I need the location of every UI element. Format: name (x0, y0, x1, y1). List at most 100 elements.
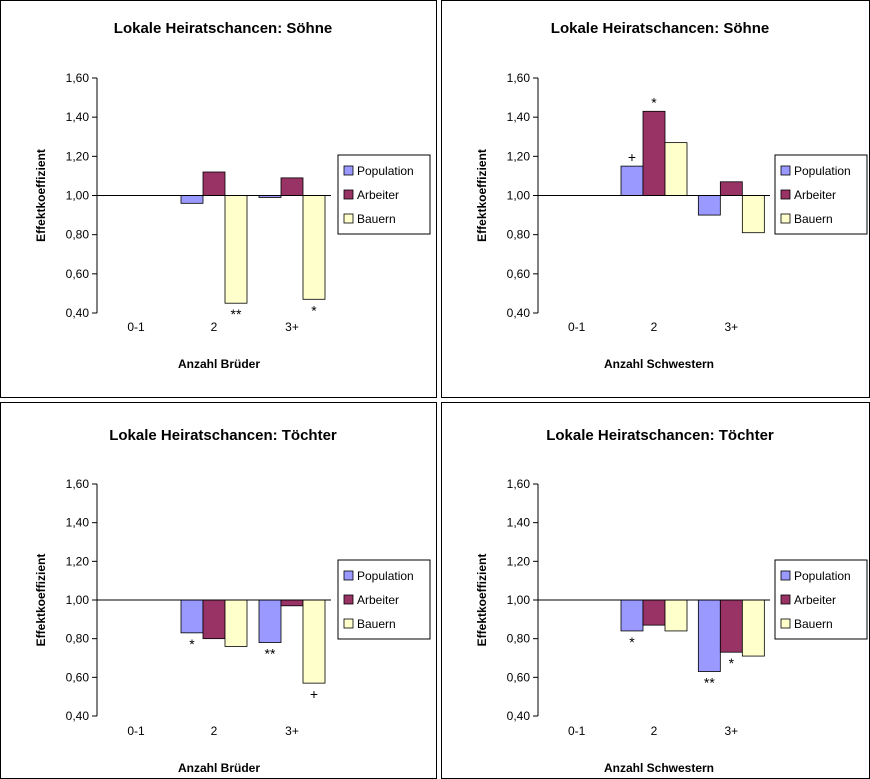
legend-label: Bauern (357, 212, 396, 226)
y-tick-label: 0,60 (507, 267, 531, 281)
x-tick-label: 3+ (724, 724, 738, 738)
x-tick-label: 0-1 (127, 724, 145, 738)
y-tick-label: 1,40 (66, 110, 90, 124)
legend: Population Arbeiter Bauern (774, 154, 868, 235)
significance-marker: ** (704, 675, 715, 691)
legend-label: Arbeiter (357, 593, 399, 607)
y-tick-label: 0,60 (66, 267, 90, 281)
legend-swatch-bauern (780, 618, 791, 629)
x-axis-title: Anzahl Schwestern (604, 357, 714, 371)
x-tick-label: 0-1 (127, 320, 145, 334)
bar-bauern (302, 195, 326, 300)
bar-bauern (741, 599, 765, 657)
legend-swatch-bauern (343, 213, 354, 224)
legend-swatch-arbeiter (780, 189, 791, 200)
y-tick-label: 0,60 (507, 670, 531, 684)
y-tick-label: 1,40 (66, 516, 90, 530)
y-axis-title: Effektkoeffizient (475, 554, 489, 647)
y-tick-label: 1,20 (66, 149, 90, 163)
chart-svg: Lokale Heiratschancen: Töchter 0,40 0,60 0,… (475, 427, 868, 775)
legend-label: Population (794, 164, 851, 178)
y-tick-label: 0,80 (507, 228, 531, 242)
x-tick-label: 2 (651, 320, 658, 334)
legend-swatch-population (780, 570, 791, 581)
y-tick-label: 1,20 (507, 149, 531, 163)
bar-bauern (741, 195, 765, 234)
bar-arbeiter (719, 181, 743, 196)
x-axis-title: Anzahl Schwestern (604, 761, 714, 775)
bar-arbeiter (642, 599, 666, 626)
significance-marker: + (310, 686, 318, 702)
significance-marker: * (651, 94, 657, 110)
legend-label: Arbeiter (357, 188, 399, 202)
y-tick-label: 0,80 (507, 632, 531, 646)
bar-bauern (664, 599, 688, 632)
chart-title: Lokale Heiratschancen: Söhne (551, 20, 769, 37)
y-tick-label: 0,80 (66, 632, 90, 646)
y-tick-label: 1,00 (507, 593, 531, 607)
bar-arbeiter (202, 171, 226, 196)
legend-label: Arbeiter (794, 593, 836, 607)
bar-arbeiter (719, 599, 743, 653)
y-tick-label: 0,40 (66, 306, 90, 320)
legend: Population Arbeiter Bauern (337, 154, 431, 235)
legend-swatch-arbeiter (780, 594, 791, 605)
y-tick-label: 1,00 (66, 593, 90, 607)
y-tick-label: 0,60 (66, 670, 90, 684)
x-tick-label: 0-1 (568, 320, 586, 334)
legend-swatch-bauern (780, 213, 791, 224)
y-tick-label: 0,40 (507, 709, 531, 723)
x-tick-label: 3+ (285, 724, 299, 738)
y-axis-title: Effektkoeffizient (34, 554, 48, 647)
legend-label: Bauern (794, 212, 833, 226)
bar-population (180, 599, 204, 634)
y-tick-label: 1,00 (66, 189, 90, 203)
bar-population (258, 599, 282, 643)
legend: Population Arbeiter Bauern (337, 559, 431, 640)
y-tick-label: 1,60 (507, 71, 531, 85)
y-tick-label: 1,20 (66, 554, 90, 568)
bar-population (180, 195, 204, 204)
bar-arbeiter (642, 110, 666, 196)
y-tick-label: 1,40 (507, 516, 531, 530)
y-tick-label: 1,60 (66, 71, 90, 85)
significance-marker: * (729, 655, 735, 671)
legend-swatch-population (343, 570, 354, 581)
y-tick-label: 0,40 (66, 709, 90, 723)
x-tick-label: 3+ (285, 320, 299, 334)
legend: Population Arbeiter Bauern (774, 559, 868, 640)
x-axis-title: Anzahl Brüder (178, 761, 260, 775)
bar-population (697, 195, 721, 216)
y-tick-label: 1,20 (507, 554, 531, 568)
significance-marker: + (628, 149, 636, 165)
chart-svg: Lokale Heiratschancen: Söhne 0,40 0,60 0,80… (475, 20, 868, 371)
significance-marker: * (629, 634, 635, 650)
bar-arbeiter (280, 177, 304, 196)
bar-population (697, 599, 721, 672)
legend-label: Arbeiter (794, 188, 836, 202)
chart-svg: Lokale Heiratschancen: Töchter 0,40 0,60 0,… (34, 427, 431, 775)
bar-population (620, 165, 644, 196)
chart-title: Lokale Heiratschancen: Töchter (546, 427, 774, 444)
chart-panel-soehne-schwestern: Lokale Heiratschancen: Söhne 0,40 0,60 0,80… (441, 0, 870, 398)
bar-population (620, 599, 644, 632)
chart-svg: Lokale Heiratschancen: Söhne 0,40 0,60 0,80… (34, 20, 431, 371)
significance-marker: ** (231, 306, 242, 322)
legend-label: Population (794, 569, 851, 583)
y-tick-label: 1,60 (66, 477, 90, 491)
bar-bauern (302, 599, 326, 684)
x-tick-label: 0-1 (568, 724, 586, 738)
legend-label: Bauern (794, 617, 833, 631)
significance-marker: ** (265, 646, 276, 662)
x-tick-label: 2 (211, 724, 218, 738)
significance-marker: * (311, 302, 317, 318)
y-tick-label: 1,00 (507, 189, 531, 203)
legend-swatch-bauern (343, 618, 354, 629)
y-tick-label: 0,40 (507, 306, 531, 320)
x-tick-label: 3+ (724, 320, 738, 334)
legend-label: Population (357, 569, 414, 583)
y-axis-title: Effektkoeffizient (475, 149, 489, 242)
legend-swatch-population (780, 165, 791, 176)
chart-panel-toechter-brueder: Lokale Heiratschancen: Töchter 0,40 0,60 0,… (0, 402, 437, 779)
